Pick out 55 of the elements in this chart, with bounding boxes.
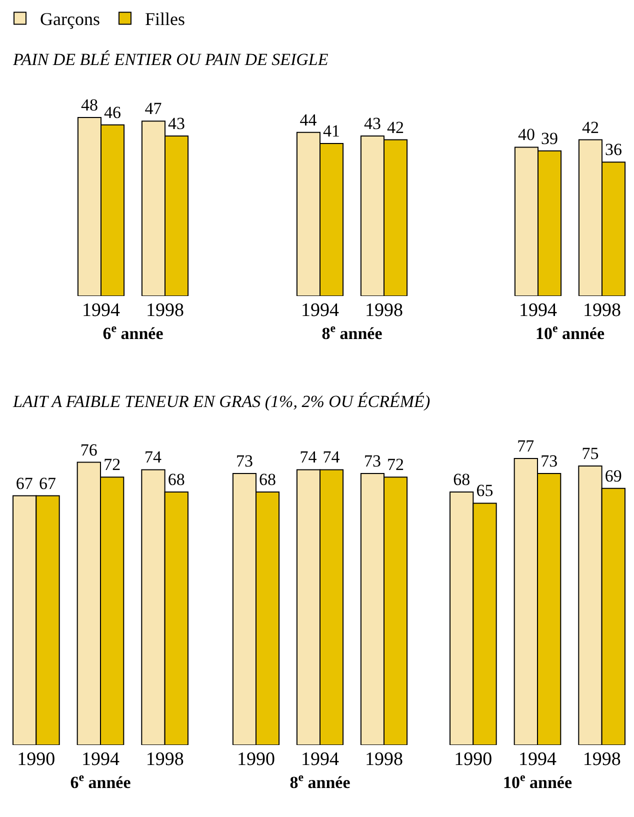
x-axis-title: 8$^{e}$ année [322, 321, 383, 344]
data-label: 48 [80, 95, 98, 114]
x-axis-title: 6$^{e}$ année [102, 321, 164, 344]
x-axis-title: 6$^{e}$ année [70, 770, 132, 792]
data-label: 68 [453, 470, 470, 490]
x-axis-title: 8$^{e}$ année [290, 770, 351, 792]
data-label: 73 [364, 451, 381, 470]
data-label: 44 [300, 110, 318, 130]
x-axis-title: 10$^{e}$ année [502, 770, 572, 792]
data-label: 65 [476, 481, 494, 500]
data-label: 72 [104, 455, 121, 474]
x-tick-label: 1994 [301, 300, 340, 321]
data-label: 41 [323, 121, 340, 140]
data-label: 39 [541, 128, 558, 148]
x-tick-label: 1990 [17, 749, 56, 770]
x-tick-label: 1990 [237, 749, 275, 770]
legend-label: Garçons [40, 9, 100, 30]
data-label: 43 [364, 114, 381, 134]
data-label: 40 [518, 125, 535, 144]
data-label: 46 [104, 102, 122, 122]
x-tick-label: 1990 [454, 749, 492, 770]
x-tick-label: 1994 [301, 749, 340, 770]
x-tick-label: 1998 [146, 749, 184, 770]
data-label: 47 [144, 99, 162, 118]
data-label: 77 [517, 436, 535, 456]
data-label: 43 [168, 114, 186, 134]
data-label: 68 [259, 470, 276, 490]
data-label: 74 [144, 448, 162, 467]
data-label: 73 [540, 451, 558, 470]
chart-title: PAIN DE BLÉ ENTIER OU PAIN DE SEIGLE [12, 50, 329, 69]
x-tick-label: 1998 [365, 749, 403, 770]
data-label: 69 [604, 466, 622, 486]
x-tick-label: 1994 [518, 749, 557, 770]
chart-title: LAIT A FAIBLE TENEUR EN GRAS (1%, 2% OU ÉCRÉMÉ) [12, 392, 430, 411]
x-tick-label: 1994 [82, 749, 120, 770]
data-label: 42 [582, 118, 599, 137]
x-tick-label: 1998 [583, 300, 621, 321]
data-label: 75 [582, 444, 599, 463]
x-tick-label: 1994 [519, 300, 558, 321]
data-label: 74 [300, 448, 318, 467]
data-label: 67 [39, 474, 56, 493]
legend-label: Filles [144, 9, 185, 30]
data-label: 42 [387, 118, 404, 137]
data-label: 72 [387, 455, 404, 474]
data-label: 68 [168, 470, 185, 490]
x-tick-label: 1998 [582, 749, 621, 770]
x-tick-label: 1998 [146, 300, 184, 321]
data-label: 67 [16, 474, 34, 493]
data-label: 36 [605, 140, 622, 160]
x-axis-title: 10$^{e}$ année [535, 321, 605, 344]
x-tick-label: 1994 [82, 300, 120, 321]
data-label: 73 [236, 451, 253, 470]
data-label: 74 [322, 448, 340, 467]
x-tick-label: 1998 [365, 300, 403, 321]
data-label: 76 [80, 440, 98, 460]
